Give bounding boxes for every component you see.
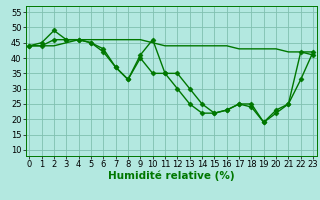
X-axis label: Humidité relative (%): Humidité relative (%) [108,171,235,181]
